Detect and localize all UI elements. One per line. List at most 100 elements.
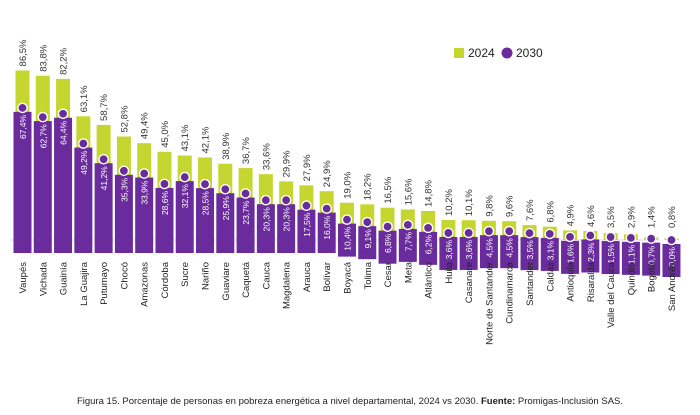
label-2024: 38,9% [221, 132, 232, 159]
label-2030: 3,5% [525, 240, 535, 260]
category-label: Caldas [545, 262, 556, 292]
dot-2030 [564, 231, 576, 243]
label-2030: 33,9% [140, 180, 150, 205]
pill-2030 [175, 181, 194, 253]
category-label: Valle del Cauca [606, 261, 617, 328]
pill-2030 [398, 228, 417, 262]
category-label: La Guajira [79, 261, 90, 306]
dot-2030 [524, 227, 535, 239]
label-2030: 41,2% [99, 166, 109, 191]
label-2030: 28,5% [201, 191, 211, 216]
label-2030: 67,4% [18, 114, 28, 139]
label-2024: 0,8% [667, 206, 678, 228]
pill-2030 [114, 174, 133, 253]
legend-swatch-2024 [454, 48, 464, 58]
pill-2030 [358, 226, 377, 260]
dot-2030 [645, 233, 657, 244]
category-label: Cauca [261, 261, 272, 289]
category-label: Nariño [201, 262, 212, 290]
pill-2030 [581, 239, 600, 273]
pill-2030 [459, 236, 478, 270]
dot-2030 [382, 221, 393, 232]
label-2030: 16,0% [322, 215, 332, 240]
category-label: Chocó [119, 262, 130, 289]
label-2030: 1,6% [566, 243, 576, 263]
label-2024: 27,9% [302, 154, 313, 181]
label-2024: 49,4% [140, 112, 151, 139]
pill-2030 [317, 212, 336, 253]
dot-2030 [341, 214, 353, 225]
label-2030: 0,0% [667, 247, 677, 267]
pill-2030 [479, 235, 498, 269]
pill-2030 [378, 230, 397, 264]
label-2030: 25,9% [221, 196, 231, 221]
pill-2030 [540, 237, 559, 271]
dot-2030 [219, 183, 231, 195]
label-2024: 29,9% [282, 150, 293, 177]
category-label: Putumayo [99, 262, 110, 305]
label-2024: 10,2% [444, 189, 455, 216]
pill-2030 [621, 241, 640, 275]
label-2024: 9,6% [505, 195, 516, 217]
label-2024: 1,4% [647, 206, 658, 228]
label-2030: 7,7% [403, 231, 413, 251]
category-label: Tolima [363, 261, 374, 289]
label-2030: 6,8% [383, 233, 393, 253]
category-label: Amazonas [140, 262, 151, 307]
label-2030: 1,1% [626, 244, 636, 264]
pill-2030 [642, 242, 661, 276]
dot-2030 [240, 188, 251, 199]
category-label: Meta [403, 261, 414, 283]
label-2030: 3,1% [545, 240, 555, 260]
label-2024: 19,0% [342, 171, 353, 198]
pill-2030 [135, 177, 154, 253]
label-2024: 45,0% [160, 120, 171, 147]
label-2024: 4,6% [586, 205, 597, 227]
dot-2030 [179, 171, 191, 183]
label-2030: 49,2% [79, 150, 89, 175]
pill-2030 [216, 193, 235, 253]
category-label: Boyacá [342, 261, 353, 293]
category-label: Quindío [626, 262, 637, 295]
category-label: Antioquia [566, 261, 577, 301]
dot-2030 [280, 194, 292, 206]
label-2024: 18,2% [363, 173, 374, 200]
label-2024: 52,8% [119, 105, 130, 132]
pill-2030 [297, 209, 316, 253]
category-label: Risaralda [586, 261, 597, 302]
category-label: Bolívar [322, 262, 333, 292]
label-2030: 20,3% [282, 207, 292, 232]
label-2030: 9,1% [363, 229, 373, 249]
pill-2030 [439, 236, 458, 270]
label-2030: 4,5% [484, 238, 494, 258]
dot-2030 [443, 227, 454, 239]
category-label: Bogotá [647, 261, 658, 292]
dot-2030 [199, 178, 211, 190]
label-2024: 6,8% [545, 200, 556, 222]
label-2024: 43,1% [180, 124, 191, 151]
dot-2030 [625, 232, 637, 244]
category-label: Caquetá [241, 261, 252, 298]
pill-2030 [33, 121, 52, 253]
pill-2030 [155, 187, 174, 253]
category-label: Cesar [383, 262, 394, 287]
category-label: Huila [444, 261, 455, 283]
legend-swatch-2030 [501, 47, 513, 59]
label-2030: 4,5% [505, 238, 515, 258]
pill-2030 [236, 197, 255, 253]
dot-2030 [666, 234, 677, 246]
label-2024: 9,8% [484, 195, 495, 217]
label-2024: 33,6% [261, 143, 272, 170]
category-label: Norte de Santander [484, 262, 495, 345]
pill-2030 [337, 223, 356, 257]
dot-2030 [361, 216, 373, 228]
dot-2030 [17, 102, 28, 114]
caption-text: Figura 15. Porcentaje de personas en pob… [76, 396, 481, 407]
label-2030: 23,7% [241, 200, 251, 225]
pill-2030 [13, 111, 32, 253]
pill-2030 [662, 244, 681, 277]
category-label: Guainía [59, 261, 70, 295]
dot-2030 [57, 108, 69, 120]
label-2024: 42,1% [201, 126, 212, 153]
label-2024: 7,6% [525, 199, 536, 221]
